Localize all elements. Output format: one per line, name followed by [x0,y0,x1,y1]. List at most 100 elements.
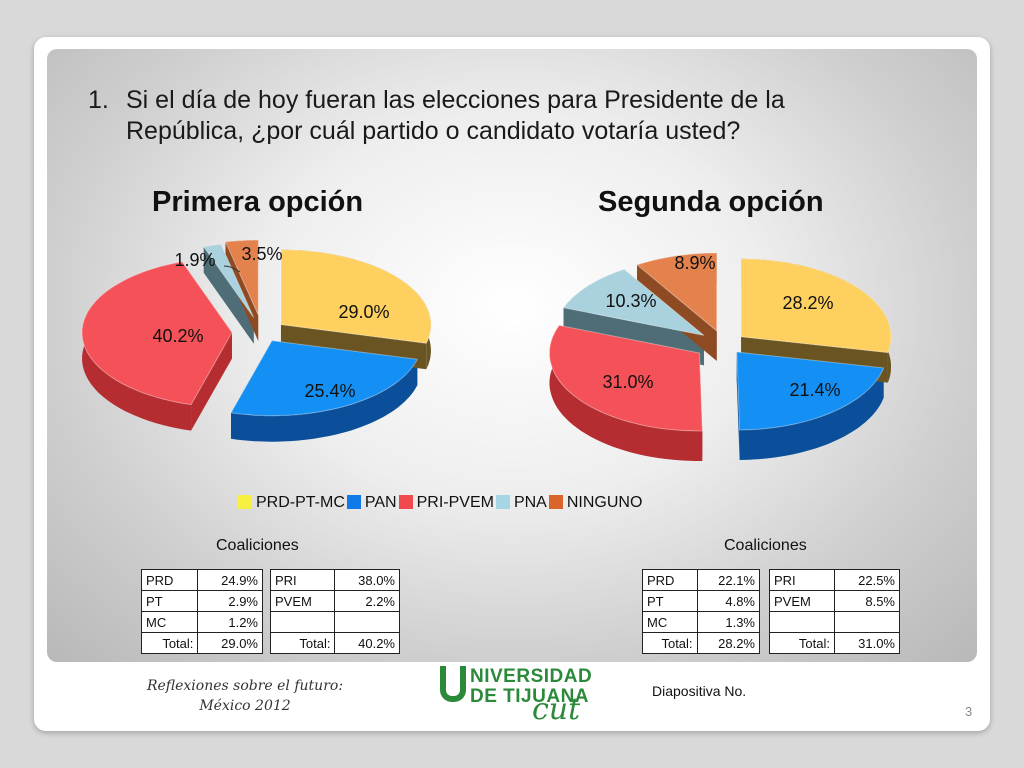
legend-label: PNA [513,494,547,511]
pie-0: 29.0% 25.4% 40.2% 1.9% 3.5% [81,239,432,442]
logo-line3: cut [532,692,581,727]
pie-data-label: 25.4% [304,381,355,401]
slide-number-label: Diapositiva No. [652,683,747,699]
pie-slice [230,340,419,417]
pie-slice-side [739,367,884,460]
pie-slice [81,261,233,406]
pri-coalition-value-cell: 8.5% [833,590,901,612]
logo-line1: NIVERSIDAD [470,666,593,687]
table-row: PRI 38.0% [269,569,400,591]
prd-coalition-value-cell: 22.1% [696,569,761,591]
pie-leader-line [223,265,241,273]
pri-coalition-value-cell: 2.2% [334,590,400,612]
prd-coalition-value-cell: 1.3% [696,611,761,633]
pie-data-label: 31.0% [602,372,653,392]
prd-coalition-value-cell: 4.8% [696,590,761,612]
coalition-table-prd-segunda: PRD 22.1% PT 4.8% MC 1.3% Total: 28.2% [642,569,761,654]
pri-coalition-party-cell: PVEM [769,590,835,612]
pri-coalition-total-value: 31.0% [833,632,901,654]
prd-coalition-total-label: Total: [642,632,698,654]
pie-slice [224,239,259,316]
pie-slice [549,324,703,432]
legend-item: PRI-PVEM [398,494,494,512]
coalition-table-prd-primera: PRD 24.9% PT 2.9% MC 1.2% Total: 29.0% [140,569,263,654]
pie-data-label: 40.2% [152,326,203,346]
prd-coalition-total-label: Total: [140,632,199,654]
chart-legend: PRD-PT-MC PAN PRI-PVEM PNA NINGUNO [238,494,644,516]
footer-line1: Reflexiones sobre el futuro: [146,678,344,694]
legend-item: PAN [346,494,397,512]
table-total-row: Total: 28.2% [642,632,761,654]
legend-item: PNA [495,494,547,512]
table-row: PRD 24.9% [140,569,263,591]
legend-swatch [495,495,510,509]
question-text: Si el día de hoy fueran las elecciones p… [126,86,785,145]
prd-coalition-party-cell: PRD [140,569,199,591]
pri-coalition-value-cell [334,611,400,633]
prd-coalition-party-cell: PRD [642,569,698,591]
pri-coalition-value-cell: 22.5% [833,569,901,591]
question-number: 1. [88,86,109,114]
pie-data-label: 8.9% [674,253,715,273]
pie-data-label: 28.2% [782,293,833,313]
coalition-table-pri-segunda: PRI 22.5% PVEM 8.5% Total: 31.0% [769,569,901,654]
chart-title-segunda: Segunda opción [598,186,824,218]
footer-tagline: Reflexiones sobre el futuro: México 2012 [110,676,380,716]
table-row: PRD 22.1% [642,569,761,591]
pri-coalition-party-cell: PVEM [269,590,336,612]
pri-coalition-total-label: Total: [769,632,835,654]
legend-swatch [398,495,413,509]
legend-swatch [548,495,563,509]
legend-label: PRI-PVEM [416,494,494,511]
footer-line2: México 2012 [199,698,291,714]
prd-coalition-value-cell: 1.2% [197,611,263,633]
university-logo: NIVERSIDAD DE TIJUANA cut [440,664,600,727]
pri-coalition-party-cell: PRI [269,569,336,591]
pie-data-label: 1.9% [174,250,215,270]
table-row: PT 2.9% [140,590,263,612]
pie-slice [280,249,432,344]
pie-slice [562,268,705,336]
pie-data-label: 29.0% [338,302,389,322]
pie-slice-wall [191,332,233,431]
pie-slice-side [549,325,703,461]
pie-slice [740,258,892,354]
pri-coalition-total-value: 40.2% [334,632,400,654]
pie-slice-wall [736,352,740,460]
table-row: MC 1.2% [140,611,263,633]
legend-swatch [238,495,252,509]
coalitions-title-right: Coaliciones [724,537,807,554]
prd-coalition-party-cell: MC [642,611,698,633]
pie-data-label: 3.5% [241,244,282,264]
table-row [769,611,901,633]
legend-label: PRD-PT-MC [256,494,345,511]
pri-coalition-party-cell [769,611,835,633]
pri-coalition-value-cell: 38.0% [334,569,400,591]
prd-coalition-party-cell: MC [140,611,199,633]
pie-1: 28.2% 21.4% 31.0% 10.3% 8.9% [549,252,892,461]
logo-line2: DE TIJUANA [470,686,590,707]
pie-slice-wall [637,264,717,362]
prd-coalition-total-value: 28.2% [696,632,761,654]
coalitions-title-left: Coaliciones [216,537,299,554]
pie-slice-wall [203,246,254,344]
table-row: PRI 22.5% [769,569,901,591]
pie-data-label: 10.3% [605,291,656,311]
table-total-row: Total: 40.2% [269,632,400,654]
legend-item: NINGUNO [548,494,642,512]
table-row: PVEM 8.5% [769,590,901,612]
pie-slice-side [231,359,418,442]
logo-u-mark [440,666,466,702]
chart-title-primera: Primera opción [152,186,364,218]
pie-slice [203,243,255,318]
table-row: MC 1.3% [642,611,761,633]
prd-coalition-total-value: 29.0% [197,632,263,654]
table-total-row: Total: 29.0% [140,632,263,654]
table-total-row: Total: 31.0% [769,632,901,654]
pri-coalition-total-label: Total: [269,632,336,654]
pie-slice [636,252,718,333]
legend-label: PAN [364,494,397,511]
page-number: 3 [965,704,973,719]
pie-data-label: 21.4% [789,380,840,400]
